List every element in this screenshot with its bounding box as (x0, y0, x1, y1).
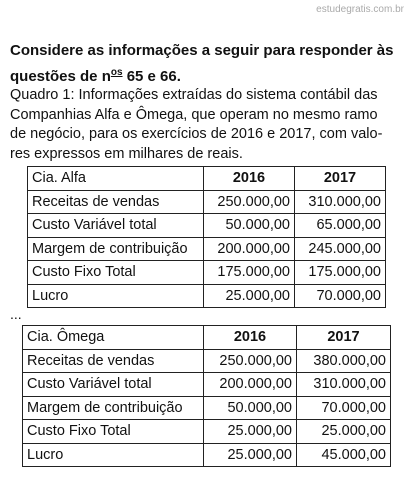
header-row: Cia. Ômega 2016 2017 (22, 325, 391, 350)
value-cell: 45.000,00 (296, 442, 391, 467)
intro-line: Quadro 1: Informações extraídas do siste… (10, 87, 378, 103)
header-cell: Cia. Ômega (22, 325, 204, 350)
value-cell: 175.000,00 (203, 260, 295, 285)
row-label: Custo Fixo Total (27, 260, 204, 285)
value-cell: 25.000,00 (203, 419, 297, 444)
table-row: Margem de contribuição 50.000,00 70.000,00 (22, 395, 391, 420)
value-cell: 380.000,00 (296, 348, 391, 373)
value-cell: 25.000,00 (203, 442, 297, 467)
value-cell: 310.000,00 (296, 372, 391, 397)
header-cell: 2016 (203, 325, 297, 350)
value-cell: 245.000,00 (294, 236, 386, 261)
table-row: Custo Variável total 50.000,00 65.000,00 (27, 213, 386, 238)
value-cell: 175.000,00 (294, 260, 386, 285)
header-cell: Cia. Alfa (27, 166, 204, 191)
row-label: Margem de contribuição (27, 236, 204, 261)
value-cell: 310.000,00 (294, 189, 386, 214)
value-cell: 25.000,00 (203, 283, 295, 308)
value-cell: 25.000,00 (296, 419, 391, 444)
table-row: Receitas de vendas 250.000,00 310.000,00 (27, 189, 386, 214)
data-table: Cia. Alfa 2016 2017 Receitas de vendas 250.0… (27, 166, 386, 308)
value-cell: 200.000,00 (203, 236, 295, 261)
heading: Considere as informações a seguir para r… (10, 40, 405, 88)
intro: Quadro 1: Informações extraídas do siste… (10, 86, 382, 164)
header-row: Cia. Alfa 2016 2017 (27, 166, 386, 191)
data-table: Cia. Ômega 2016 2017 Receitas de vendas 250.… (22, 325, 391, 467)
heading-sup: os (110, 67, 123, 78)
table-row: Lucro 25.000,00 45.000,00 (22, 442, 391, 467)
heading-text: Considere as informações a seguir para r… (10, 42, 394, 85)
table-row: Custo Fixo Total 25.000,00 25.000,00 (22, 419, 391, 444)
value-cell: 50.000,00 (203, 395, 297, 420)
table-row: Lucro 25.000,00 70.000,00 (27, 283, 386, 308)
ellipsis: ... (10, 306, 22, 322)
value-cell: 70.000,00 (294, 283, 386, 308)
header-cell: 2017 (294, 166, 386, 191)
row-label: Receitas de vendas (22, 348, 204, 373)
table-row: Receitas de vendas 250.000,00 380.000,00 (22, 348, 391, 373)
value-cell: 70.000,00 (296, 395, 391, 420)
header-cell: 2017 (296, 325, 391, 350)
header-cell: 2016 (203, 166, 295, 191)
value-cell: 250.000,00 (203, 189, 295, 214)
heading-tail: 65 e 66. (122, 68, 181, 85)
row-label: Custo Variável total (27, 213, 204, 238)
row-label: Custo Variável total (22, 372, 204, 397)
row-label: Lucro (27, 283, 204, 308)
intro-line: res expressos em milhares de reais. (10, 145, 243, 162)
table-row: Custo Variável total 200.000,00 310.000,00 (22, 372, 391, 397)
value-cell: 250.000,00 (203, 348, 297, 373)
row-label: Lucro (22, 442, 204, 467)
row-label: Margem de contribuição (22, 395, 204, 420)
row-label: Receitas de vendas (27, 189, 204, 214)
table-row: Margem de contribuição 200.000,00 245.000,… (27, 236, 386, 261)
table-row: Custo Fixo Total 175.000,00 175.000,00 (27, 260, 386, 285)
intro-line: Companhias Alfa e Ômega, que operam no m… (10, 106, 378, 123)
value-cell: 65.000,00 (294, 213, 386, 238)
intro-line: de negócio, para os exercícios de 2016 e… (10, 126, 383, 142)
row-label: Custo Fixo Total (22, 419, 204, 444)
value-cell: 200.000,00 (203, 372, 297, 397)
watermark: estudegratis.com.br (316, 4, 404, 15)
value-cell: 50.000,00 (203, 213, 295, 238)
